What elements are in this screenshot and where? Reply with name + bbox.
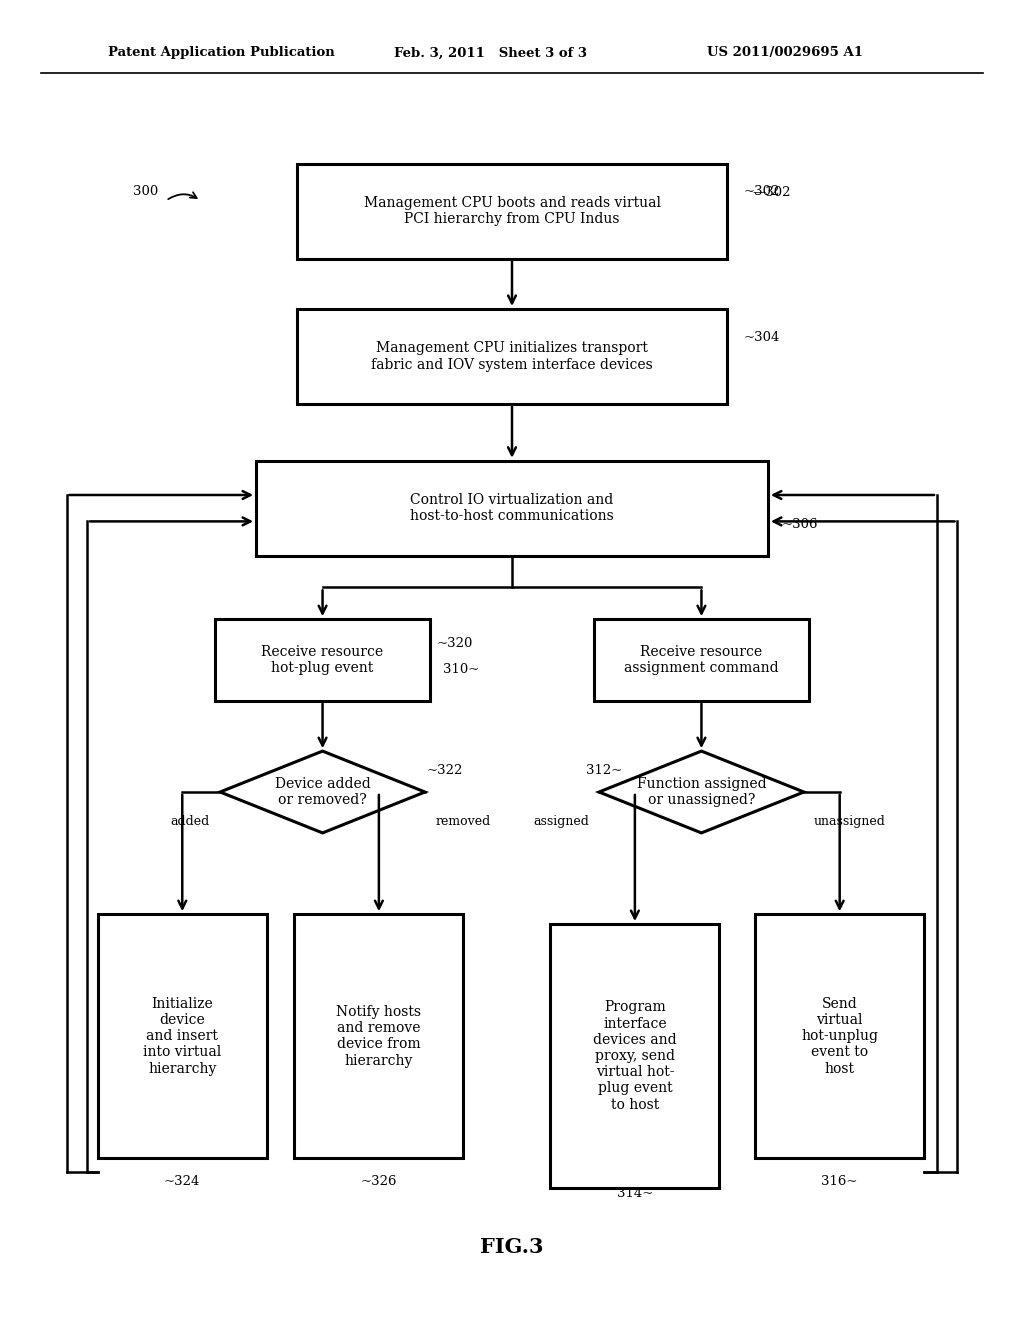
FancyBboxPatch shape bbox=[297, 309, 727, 404]
Text: Device added
or removed?: Device added or removed? bbox=[274, 777, 371, 807]
Text: ~322: ~322 bbox=[427, 763, 464, 776]
Text: Initialize
device
and insert
into virtual
hierarchy: Initialize device and insert into virtua… bbox=[143, 997, 221, 1076]
Text: 300: 300 bbox=[133, 185, 159, 198]
Text: 316~: 316~ bbox=[821, 1175, 858, 1188]
FancyBboxPatch shape bbox=[755, 913, 924, 1159]
Polygon shape bbox=[220, 751, 425, 833]
Text: unassigned: unassigned bbox=[814, 814, 886, 828]
Text: Feb. 3, 2011   Sheet 3 of 3: Feb. 3, 2011 Sheet 3 of 3 bbox=[394, 46, 587, 59]
Text: Function assigned
or unassigned?: Function assigned or unassigned? bbox=[637, 777, 766, 807]
Polygon shape bbox=[599, 751, 804, 833]
Text: ~306: ~306 bbox=[781, 517, 818, 531]
FancyBboxPatch shape bbox=[297, 164, 727, 259]
FancyBboxPatch shape bbox=[215, 619, 430, 701]
Text: Control IO virtualization and
host-to-host communications: Control IO virtualization and host-to-ho… bbox=[411, 494, 613, 523]
Text: ~324: ~324 bbox=[164, 1175, 201, 1188]
FancyBboxPatch shape bbox=[97, 913, 266, 1159]
Text: ~302: ~302 bbox=[743, 185, 780, 198]
Text: FIG.3: FIG.3 bbox=[480, 1237, 544, 1258]
Text: —302: —302 bbox=[753, 186, 792, 199]
FancyBboxPatch shape bbox=[594, 619, 809, 701]
Text: Patent Application Publication: Patent Application Publication bbox=[108, 46, 334, 59]
Text: 310~: 310~ bbox=[442, 663, 479, 676]
Text: 312~: 312~ bbox=[586, 763, 623, 776]
Text: Program
interface
devices and
proxy, send
virtual hot-
plug event
to host: Program interface devices and proxy, sen… bbox=[593, 1001, 677, 1111]
Text: Send
virtual
hot-unplug
event to
host: Send virtual hot-unplug event to host bbox=[801, 997, 879, 1076]
FancyBboxPatch shape bbox=[551, 924, 719, 1188]
Text: removed: removed bbox=[435, 814, 490, 828]
Text: ~326: ~326 bbox=[360, 1175, 397, 1188]
Text: assigned: assigned bbox=[532, 814, 589, 828]
Text: Management CPU initializes transport
fabric and IOV system interface devices: Management CPU initializes transport fab… bbox=[371, 342, 653, 371]
Text: Receive resource
hot-plug event: Receive resource hot-plug event bbox=[261, 645, 384, 675]
FancyBboxPatch shape bbox=[295, 913, 463, 1159]
Text: added: added bbox=[171, 814, 210, 828]
Text: Management CPU boots and reads virtual
PCI hierarchy from CPU Indus: Management CPU boots and reads virtual P… bbox=[364, 197, 660, 226]
Text: Receive resource
assignment command: Receive resource assignment command bbox=[624, 645, 779, 675]
Text: ~320: ~320 bbox=[436, 636, 473, 649]
Text: US 2011/0029695 A1: US 2011/0029695 A1 bbox=[707, 46, 862, 59]
FancyBboxPatch shape bbox=[256, 461, 768, 556]
Text: ~304: ~304 bbox=[743, 330, 780, 343]
Text: 314~: 314~ bbox=[616, 1187, 653, 1200]
Text: Notify hosts
and remove
device from
hierarchy: Notify hosts and remove device from hier… bbox=[336, 1005, 422, 1068]
